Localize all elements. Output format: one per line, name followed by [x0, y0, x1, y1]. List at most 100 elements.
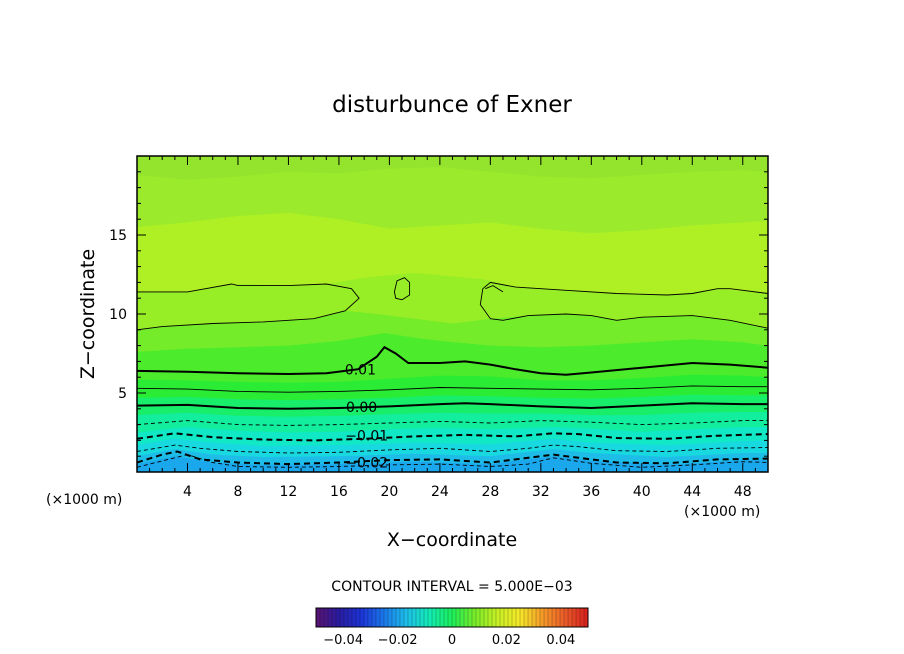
x-tick-label: 24: [431, 484, 449, 500]
colorbar-cell: [464, 608, 469, 627]
x-tick-label: 16: [330, 484, 348, 500]
contour-label-1: 0.00: [346, 400, 377, 416]
contour-line-11: [485, 285, 504, 293]
colorbar-cell: [324, 608, 329, 627]
colorbar-cell: [516, 608, 521, 627]
colorbar-cell: [480, 608, 485, 627]
colorbar-cell: [568, 608, 573, 627]
colorbar-cell: [448, 608, 453, 627]
colorbar-cell: [356, 608, 361, 627]
colorbar-cell: [560, 608, 565, 627]
x-tick-label: 48: [734, 484, 752, 500]
colorbar-cell: [476, 608, 481, 627]
contour-line-6: [137, 385, 768, 393]
colorbar-cell: [388, 608, 393, 627]
colorbar-cell: [340, 608, 345, 627]
colorbar: −0.04 −0.02 0 0.02 0.04: [315, 607, 589, 648]
chart-title: disturbunce of Exner: [332, 92, 572, 118]
colorbar-cell: [380, 608, 385, 627]
contour-label-3: −0.02: [345, 456, 388, 472]
x-axis-title: X−coordinate: [387, 529, 517, 551]
colorbar-cell: [564, 608, 569, 627]
colorbar-cell: [384, 608, 389, 627]
colorbar-cell: [572, 608, 577, 627]
colorbar-frame: [315, 607, 589, 628]
x-unit-label-left: (×1000 m): [46, 492, 122, 508]
colorbar-cell: [396, 608, 401, 627]
contour-label-2: −0.01: [345, 429, 388, 445]
colorbar-cell: [392, 608, 397, 627]
colorbar-cell: [416, 608, 421, 627]
colorbar-cell: [528, 608, 533, 627]
plot-area: 0.010.00−0.01−0.02 4 8 12 16 20 24 28 32 36 40 44 4…: [109, 155, 769, 500]
y-tick-label: 15: [109, 228, 127, 244]
contour-line-5: [137, 402, 768, 410]
colorbar-cell: [576, 608, 581, 627]
colorbar-cell: [556, 608, 561, 627]
colorbar-cell: [420, 608, 425, 627]
y-axis-title: Z−coordinate: [77, 249, 99, 379]
colorbar-cell: [456, 608, 461, 627]
contour-line-8: [137, 283, 360, 331]
colorbar-cell: [488, 608, 493, 627]
contour-interval-label: CONTOUR INTERVAL = 5.000E−03: [331, 579, 572, 595]
colorbar-cell: [336, 608, 341, 627]
colorbar-cell: [508, 608, 513, 627]
x-tick-label: 28: [481, 484, 499, 500]
colorbar-cell: [412, 608, 417, 627]
y-tick-label: 10: [109, 307, 127, 323]
filled-contour-bands: [137, 156, 768, 465]
colorbar-cell: [536, 608, 541, 627]
colorbar-cell: [452, 608, 457, 627]
contour-labels: 0.01 0.00 −0.01 −0.02: [345, 362, 388, 471]
colorbar-cell: [320, 608, 325, 627]
colorbar-cell: [532, 608, 537, 627]
y-tick-label: 5: [118, 386, 127, 402]
colorbar-cell: [316, 608, 321, 627]
colorbar-cell: [512, 608, 517, 627]
colorbar-cell: [368, 608, 373, 627]
colorbar-cell: [540, 608, 545, 627]
contour-lines: [137, 277, 768, 468]
colorbar-cell: [444, 608, 449, 627]
colorbar-tick-label: −0.04: [323, 633, 363, 648]
colorbar-cell: [332, 608, 337, 627]
colorbar-cell: [580, 608, 585, 627]
colorbar-cell: [484, 608, 489, 627]
fill-band-11: [137, 156, 768, 180]
colorbar-cell: [472, 608, 477, 627]
y-unit-label-right: (×1000 m): [684, 504, 760, 520]
contour-line-4: [137, 420, 768, 426]
colorbar-cell: [496, 608, 501, 627]
x-tick-label: 4: [183, 484, 192, 500]
contour-line-2: [137, 444, 768, 454]
contour-label-0: 0.01: [345, 362, 376, 378]
colorbar-cell: [344, 608, 349, 627]
colorbar-cell: [424, 608, 429, 627]
x-tick-label: 44: [683, 484, 701, 500]
colorbar-tick-label: 0: [448, 633, 456, 648]
contour-line-1: [137, 450, 768, 466]
contour-line-3: [137, 432, 768, 442]
colorbar-cell: [360, 608, 365, 627]
x-tick-label: 40: [633, 484, 651, 500]
colorbar-tick-label: 0.04: [546, 633, 575, 648]
contour-line-7: [137, 345, 768, 376]
colorbar-cell: [400, 608, 405, 627]
colorbar-cell: [552, 608, 557, 627]
colorbar-cell: [432, 608, 437, 627]
colorbar-cell: [544, 608, 549, 627]
colorbar-cell: [524, 608, 529, 627]
colorbar-tick-labels: −0.04 −0.02 0 0.02 0.04: [323, 633, 575, 648]
colorbar-cell: [504, 608, 509, 627]
colorbar-cell: [584, 608, 589, 627]
colorbar-cell: [436, 608, 441, 627]
colorbar-cell: [520, 608, 525, 627]
contour-line-0: [137, 454, 768, 468]
x-tick-label: 12: [279, 484, 297, 500]
colorbar-cell: [328, 608, 333, 627]
colorbar-cell: [364, 608, 369, 627]
x-tick-label: 36: [582, 484, 600, 500]
